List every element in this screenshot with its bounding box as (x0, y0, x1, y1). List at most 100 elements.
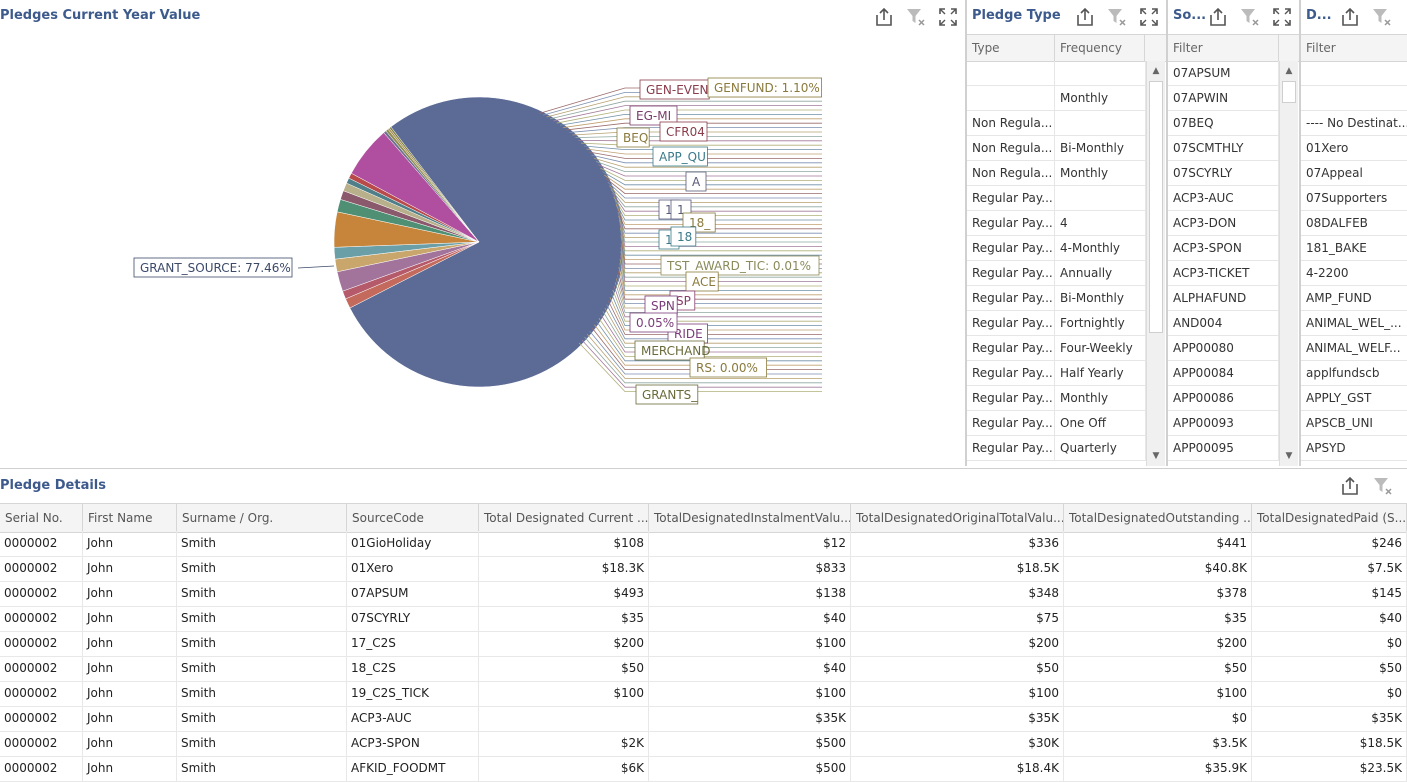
pledge-type-row[interactable]: Regular Pay...Annually (967, 261, 1146, 286)
source-scrollbar[interactable]: ▲ ▼ (1279, 61, 1298, 466)
source-row[interactable]: APP00093 (1168, 411, 1279, 436)
scroll-thumb[interactable] (1282, 81, 1296, 103)
scroll-down-icon[interactable]: ▼ (1149, 449, 1163, 463)
table-cell: $441 (1064, 531, 1252, 556)
source-row[interactable]: AND004 (1168, 311, 1279, 336)
destination-row[interactable]: ANIMAL_WEL_... (1301, 311, 1407, 336)
maximize-icon[interactable] (1138, 6, 1160, 28)
pledge-type-row[interactable]: Regular Pay...4-Monthly (967, 236, 1146, 261)
source-row[interactable]: ACP3-TICKET (1168, 261, 1279, 286)
source-row[interactable]: ALPHAFUND (1168, 286, 1279, 311)
destination-row[interactable]: APSYD (1301, 436, 1407, 461)
destination-row[interactable]: 07Appeal (1301, 161, 1407, 186)
source-row[interactable]: 07APWIN (1168, 86, 1279, 111)
pledge-type-scrollbar[interactable]: ▲ ▼ (1146, 61, 1165, 466)
column-header[interactable]: Serial No. (0, 504, 83, 532)
source-filter-input[interactable]: Filter (1168, 35, 1279, 61)
column-header[interactable]: Total Designated Current ... (479, 504, 649, 532)
table-cell: John (83, 731, 177, 756)
table-cell: $40.8K (1064, 556, 1252, 581)
destination-row[interactable]: 01Xero (1301, 136, 1407, 161)
column-header[interactable]: TotalDesignatedPaid (S... (1252, 504, 1407, 532)
maximize-icon[interactable] (1271, 6, 1293, 28)
destination-row[interactable]: APSCB_UNI (1301, 411, 1407, 436)
destination-row[interactable]: applfundscb (1301, 361, 1407, 386)
source-row[interactable]: APP00080 (1168, 336, 1279, 361)
destination-row[interactable] (1301, 61, 1407, 86)
source-row[interactable]: 07SCYRLY (1168, 161, 1279, 186)
column-header[interactable]: SourceCode (347, 504, 479, 532)
table-cell: 07APSUM (347, 581, 479, 606)
column-header[interactable]: Surname / Org. (177, 504, 347, 532)
source-code-cell: 07APSUM (1168, 61, 1279, 86)
export-icon[interactable] (1207, 6, 1229, 28)
pledge-type-row[interactable]: Regular Pay...Four-Weekly (967, 336, 1146, 361)
pledge-type-row[interactable]: Non Regula...Monthly (967, 161, 1146, 186)
pledge-type-row[interactable]: Regular Pay...Monthly (967, 386, 1146, 411)
export-icon[interactable] (1074, 6, 1096, 28)
column-header-frequency[interactable]: Frequency (1055, 35, 1145, 61)
pledge-type-row[interactable]: Regular Pay...Quarterly (967, 436, 1146, 461)
source-row[interactable]: ACP3-SPON (1168, 236, 1279, 261)
pledge-type-row[interactable]: Regular Pay...Fortnightly (967, 311, 1146, 336)
destination-row[interactable]: AMP_FUND (1301, 286, 1407, 311)
pledge-type-row[interactable]: Non Regula...Bi-Monthly (967, 136, 1146, 161)
destination-row[interactable]: 08DALFEB (1301, 211, 1407, 236)
clear-filter-icon[interactable] (1371, 6, 1393, 28)
scroll-down-icon[interactable]: ▼ (1282, 449, 1296, 463)
column-header[interactable]: TotalDesignatedOriginalTotalValu... (851, 504, 1064, 532)
source-row[interactable]: 07APSUM (1168, 61, 1279, 86)
pledge-type-row[interactable] (967, 61, 1146, 86)
clear-filter-icon[interactable] (1106, 6, 1128, 28)
pledge-type-row[interactable]: Regular Pay...Half Yearly (967, 361, 1146, 386)
clear-filter-icon[interactable] (1239, 6, 1261, 28)
scroll-thumb[interactable] (1149, 81, 1163, 333)
destination-row[interactable]: APPLY_GST (1301, 386, 1407, 411)
destination-row[interactable]: ---- No Destinat... (1301, 111, 1407, 136)
source-row[interactable]: APP00095 (1168, 436, 1279, 461)
destination-row[interactable]: 181_BAKE (1301, 236, 1407, 261)
scroll-up-icon[interactable]: ▲ (1282, 64, 1296, 78)
source-row[interactable]: APP00084 (1168, 361, 1279, 386)
pledge-type-row[interactable]: Monthly (967, 86, 1146, 111)
source-row[interactable]: ACP3-DON (1168, 211, 1279, 236)
destination-row[interactable]: 07Supporters (1301, 186, 1407, 211)
source-row[interactable]: 07BEQ (1168, 111, 1279, 136)
export-icon[interactable] (1339, 6, 1361, 28)
pledge-type-row[interactable]: Regular Pay...Bi-Monthly (967, 286, 1146, 311)
clear-filter-icon[interactable] (1372, 475, 1394, 497)
source-code-cell: APP00080 (1168, 336, 1279, 361)
column-header[interactable]: First Name (83, 504, 177, 532)
destination-filter-input[interactable]: Filter (1301, 35, 1407, 61)
table-cell (479, 706, 649, 731)
column-header[interactable]: TotalDesignatedInstalmentValu... (649, 504, 851, 532)
table-cell: John (83, 531, 177, 556)
destination-row[interactable] (1301, 86, 1407, 111)
table-cell: $493 (479, 581, 649, 606)
pledge-type-row[interactable]: Non Regula... (967, 111, 1146, 136)
source-row[interactable]: ACP3-AUC (1168, 186, 1279, 211)
scroll-up-icon[interactable]: ▲ (1149, 64, 1163, 78)
export-icon[interactable] (1339, 475, 1361, 497)
destination-cell: 08DALFEB (1301, 211, 1407, 236)
column-header[interactable]: TotalDesignatedOutstanding ... (1064, 504, 1252, 532)
pledge-type-row[interactable]: Regular Pay...One Off (967, 411, 1146, 436)
source-row[interactable]: 07SCMTHLY (1168, 136, 1279, 161)
source-row[interactable]: APP00086 (1168, 386, 1279, 411)
destination-row[interactable]: ANIMAL_WELF... (1301, 336, 1407, 361)
column-header-type[interactable]: Type (967, 35, 1055, 61)
pledge-type-row[interactable]: Regular Pay... (967, 186, 1146, 211)
destination-row[interactable]: 4-2200 (1301, 261, 1407, 286)
pledge-type-row[interactable]: Regular Pay...4 (967, 211, 1146, 236)
